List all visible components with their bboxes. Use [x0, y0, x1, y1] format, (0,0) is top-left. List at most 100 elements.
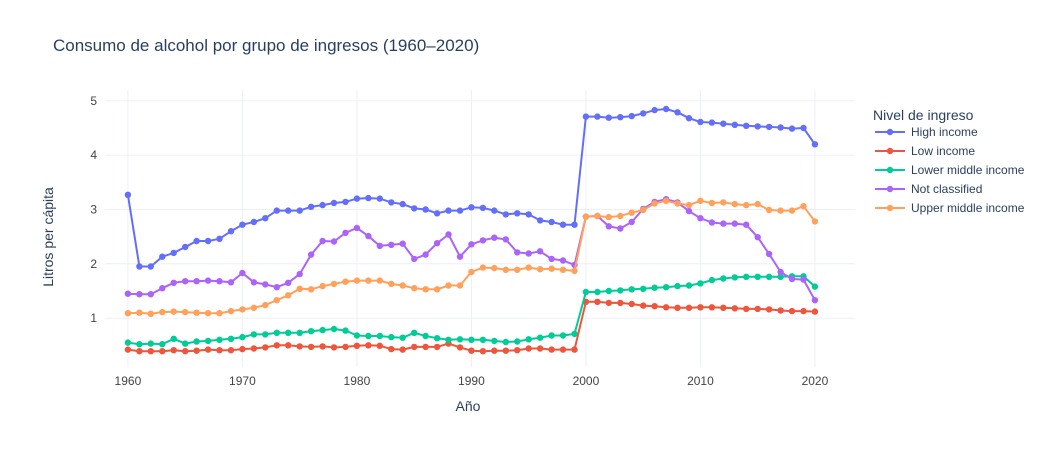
data-point — [399, 334, 406, 341]
data-point — [571, 346, 578, 353]
data-point — [330, 238, 338, 245]
data-point — [754, 200, 761, 208]
data-point — [628, 112, 635, 120]
data-point — [376, 332, 383, 340]
legend-marker-upper-middle-income — [886, 204, 894, 212]
data-point — [227, 279, 235, 286]
data-point — [685, 115, 693, 122]
data-point — [353, 224, 361, 232]
y-axis-label: Litros per cápita — [40, 187, 56, 287]
data-point — [514, 347, 521, 354]
data-point — [319, 282, 326, 290]
data-point — [285, 342, 292, 349]
data-point — [731, 220, 738, 227]
data-point — [319, 326, 326, 334]
data-point — [559, 221, 567, 228]
data-point — [353, 277, 361, 284]
data-point — [708, 276, 716, 284]
legend: Nivel de ingreso High income Low income Lo… — [873, 107, 1025, 215]
data-point — [136, 291, 143, 298]
data-point — [731, 200, 738, 208]
legend-item-upper-middle-income[interactable]: Upper middle income — [875, 201, 1025, 215]
data-point — [136, 341, 143, 348]
legend-item-lower-middle-income[interactable]: Lower middle income — [875, 163, 1025, 177]
data-point — [193, 338, 200, 345]
tick-layer: 1960 1970 1980 1990 2000 2010 2020 1 2 3 4 5 — [90, 94, 828, 388]
data-point — [765, 206, 773, 214]
data-point — [204, 346, 212, 353]
data-point — [307, 328, 315, 335]
data-point — [239, 306, 246, 313]
data-point — [342, 327, 349, 334]
data-point — [250, 279, 258, 286]
data-point — [571, 221, 578, 228]
data-point — [388, 345, 395, 353]
data-point — [777, 273, 784, 280]
data-point — [147, 310, 154, 317]
data-point — [136, 263, 143, 270]
data-point — [582, 213, 590, 220]
data-point — [216, 347, 223, 354]
data-point — [170, 335, 177, 342]
data-point — [811, 308, 819, 315]
data-point — [204, 237, 212, 245]
data-point — [307, 251, 315, 258]
data-point — [514, 210, 521, 217]
legend-item-low-income[interactable]: Low income — [875, 144, 975, 158]
data-point — [170, 308, 177, 315]
data-point — [514, 338, 521, 345]
data-point — [605, 223, 612, 230]
data-point — [399, 240, 406, 247]
data-point — [262, 281, 269, 288]
grid-layer — [105, 90, 855, 367]
data-point — [754, 305, 761, 313]
data-point — [605, 114, 612, 121]
data-point — [388, 199, 395, 206]
data-point — [285, 292, 292, 299]
data-point — [250, 331, 258, 338]
data-point — [182, 348, 189, 355]
data-point — [708, 219, 716, 226]
data-point — [399, 346, 406, 353]
data-point — [239, 269, 246, 277]
data-point — [548, 332, 555, 339]
data-point — [330, 344, 338, 351]
data-point — [640, 206, 647, 214]
data-point — [697, 118, 704, 126]
data-point — [182, 278, 189, 285]
data-point — [685, 304, 693, 311]
data-point — [685, 282, 693, 289]
data-point — [548, 218, 555, 226]
data-point — [582, 288, 590, 296]
chart-title: Consumo de alcohol por grupo de ingresos… — [53, 36, 479, 55]
data-point — [170, 279, 177, 286]
data-point — [720, 199, 727, 206]
data-point — [411, 343, 418, 351]
data-point — [628, 300, 635, 308]
data-point — [479, 348, 487, 355]
data-point — [617, 299, 624, 307]
data-point — [594, 288, 601, 296]
data-point — [514, 249, 521, 256]
data-point — [605, 299, 612, 307]
data-point — [708, 304, 716, 311]
legend-item-high-income[interactable]: High income — [875, 125, 978, 139]
data-point — [262, 344, 269, 351]
data-point — [651, 106, 658, 114]
legend-item-not-classified[interactable]: Not classified — [875, 182, 982, 196]
data-point — [491, 207, 498, 214]
data-point — [262, 301, 269, 309]
data-point — [697, 280, 704, 287]
data-point — [193, 347, 200, 354]
data-point — [525, 264, 532, 271]
data-point — [559, 332, 567, 339]
data-point — [651, 303, 658, 310]
data-point — [296, 329, 303, 336]
data-point — [640, 110, 647, 117]
data-point — [193, 278, 200, 285]
data-point — [170, 249, 177, 257]
data-point — [479, 336, 487, 343]
data-point — [571, 267, 578, 275]
legend-marker-low-income — [886, 147, 894, 155]
